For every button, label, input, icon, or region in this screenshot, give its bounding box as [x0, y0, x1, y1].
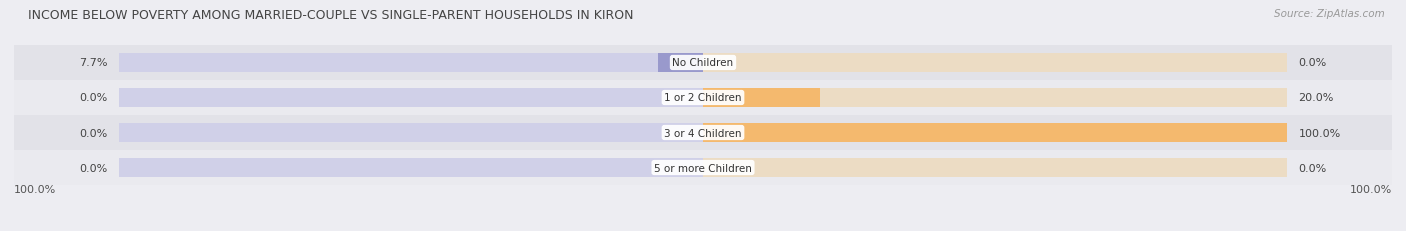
Bar: [703, 89, 1286, 107]
Text: 5 or more Children: 5 or more Children: [654, 163, 752, 173]
Text: 100.0%: 100.0%: [14, 184, 56, 194]
Bar: [120, 54, 703, 72]
Bar: [703, 124, 1286, 142]
Text: 100.0%: 100.0%: [1299, 128, 1341, 138]
Text: 0.0%: 0.0%: [79, 93, 107, 103]
Bar: [658, 54, 703, 72]
Bar: [3, 116, 1403, 150]
Text: No Children: No Children: [672, 58, 734, 68]
Bar: [703, 89, 820, 107]
Bar: [3, 150, 1403, 185]
Bar: [703, 54, 1286, 72]
Text: Source: ZipAtlas.com: Source: ZipAtlas.com: [1274, 9, 1385, 19]
Text: 20.0%: 20.0%: [1299, 93, 1334, 103]
Text: 1 or 2 Children: 1 or 2 Children: [664, 93, 742, 103]
Text: INCOME BELOW POVERTY AMONG MARRIED-COUPLE VS SINGLE-PARENT HOUSEHOLDS IN KIRON: INCOME BELOW POVERTY AMONG MARRIED-COUPL…: [28, 9, 634, 22]
Text: 7.7%: 7.7%: [79, 58, 107, 68]
Bar: [3, 46, 1403, 81]
Bar: [120, 159, 703, 177]
Text: 0.0%: 0.0%: [79, 163, 107, 173]
Text: 0.0%: 0.0%: [1299, 58, 1327, 68]
Bar: [120, 89, 703, 107]
Text: 100.0%: 100.0%: [1350, 184, 1392, 194]
Text: 0.0%: 0.0%: [79, 128, 107, 138]
Bar: [703, 159, 1286, 177]
Bar: [120, 124, 703, 142]
Bar: [3, 81, 1403, 116]
Text: 0.0%: 0.0%: [1299, 163, 1327, 173]
Bar: [703, 124, 1286, 142]
Text: 3 or 4 Children: 3 or 4 Children: [664, 128, 742, 138]
